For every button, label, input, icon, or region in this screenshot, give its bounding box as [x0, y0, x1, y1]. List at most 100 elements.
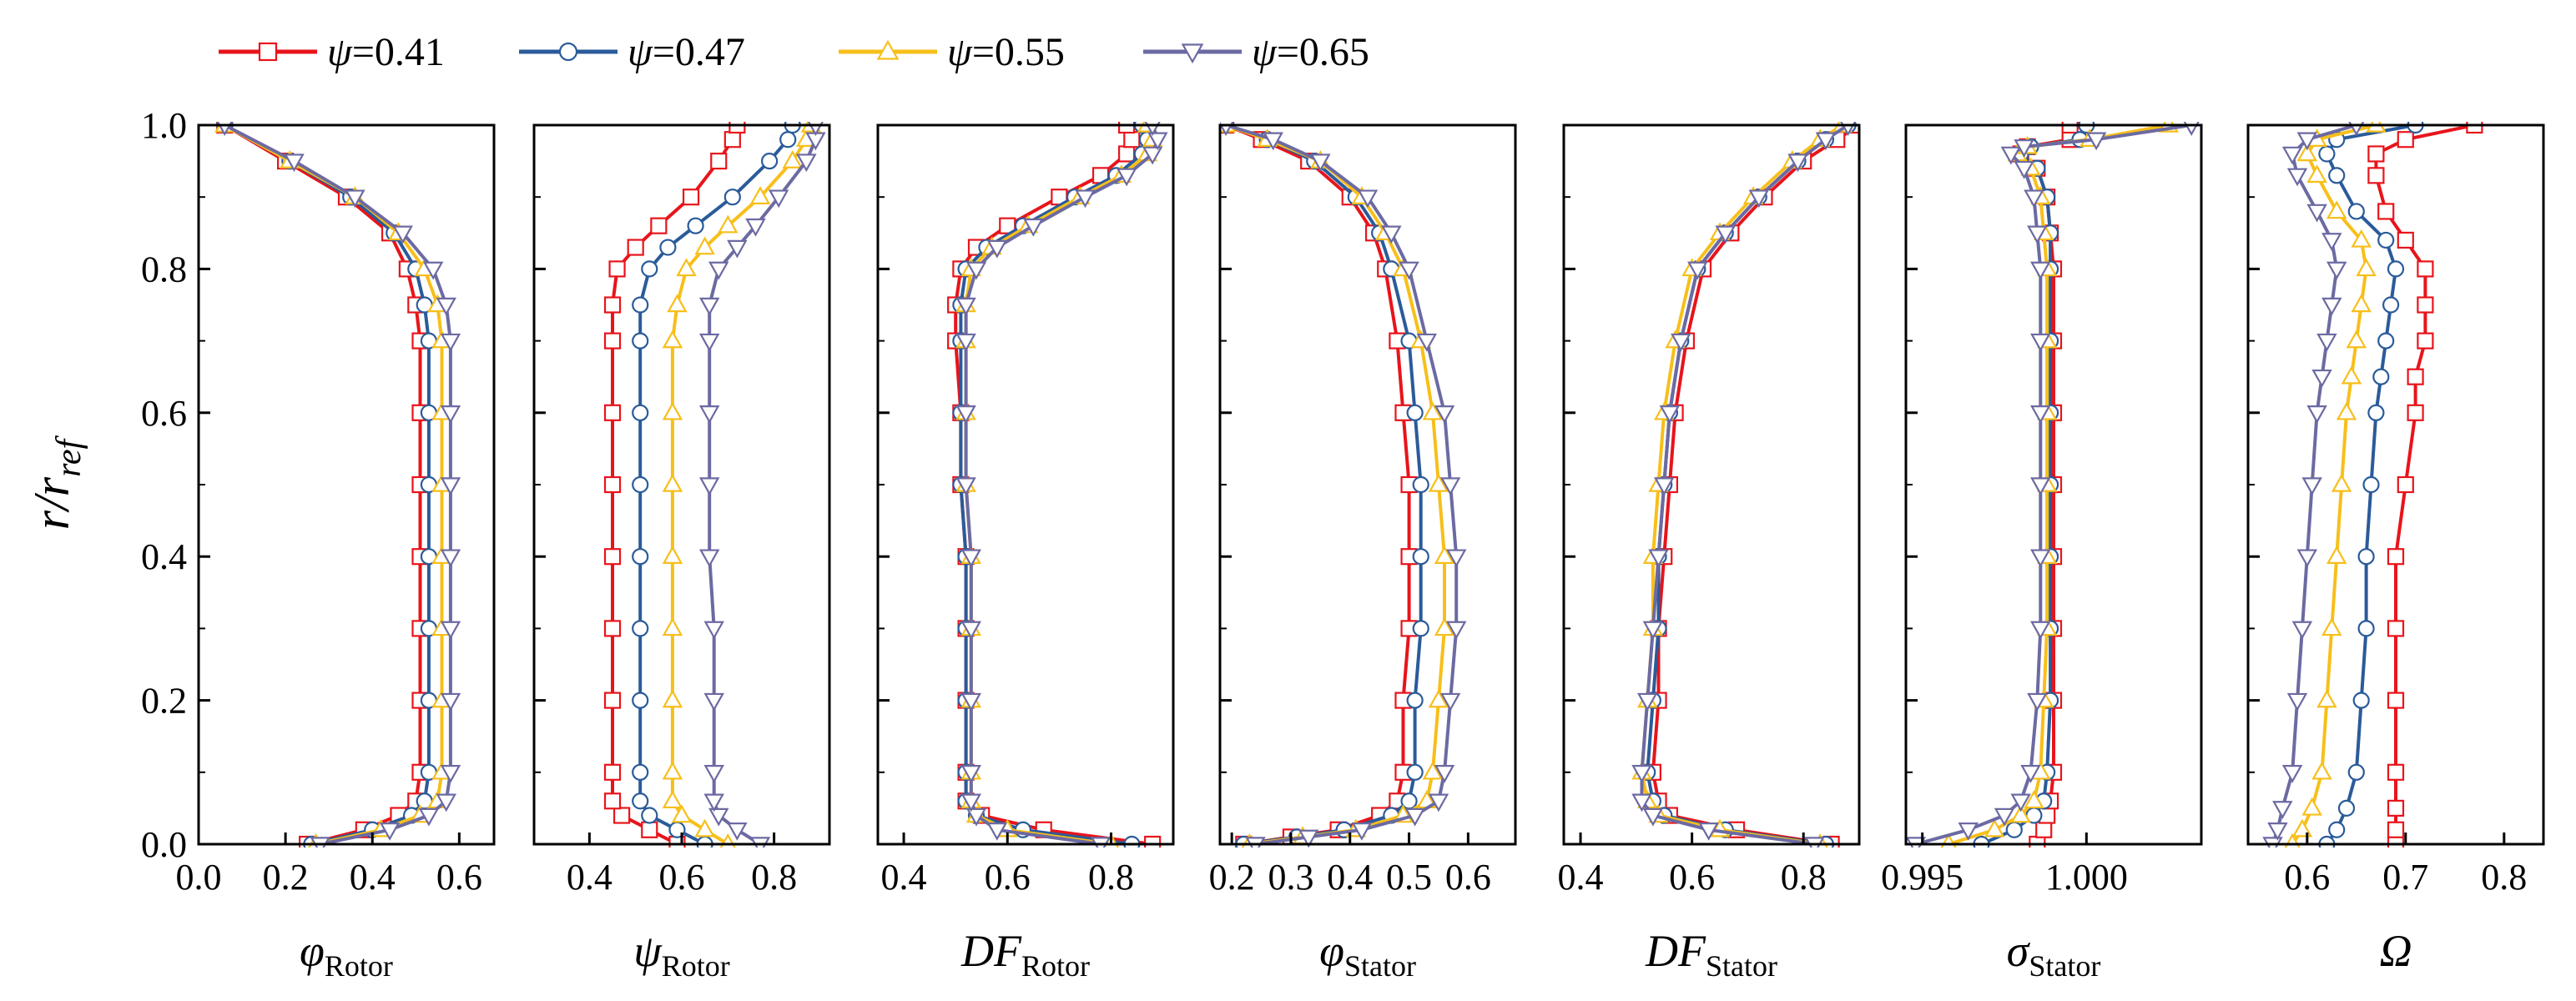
y-tick-label: 0.0 [141, 824, 187, 865]
data-point [2331, 473, 2352, 492]
data-point [698, 477, 720, 496]
data-point [727, 822, 748, 841]
data-point [2347, 763, 2365, 781]
data-point [662, 329, 683, 349]
y-tick-label: 0.4 [141, 536, 187, 577]
data-point [2030, 333, 2051, 352]
data-point [1298, 829, 1319, 848]
data-point [2351, 229, 2372, 248]
data-point [2387, 620, 2405, 637]
x-tick-label: 0.8 [1088, 857, 1134, 898]
data-point [2407, 404, 2424, 421]
data-point [1636, 692, 1658, 712]
data-point [603, 404, 622, 421]
data-point [955, 477, 976, 496]
y-axis-title: r/rref [24, 435, 88, 530]
data-point [1439, 477, 1461, 496]
data-point [632, 792, 649, 810]
data-point [1351, 822, 1373, 841]
data-point [2014, 160, 2034, 179]
data-point [2382, 296, 2400, 314]
data-point [698, 549, 720, 568]
data-point [2397, 131, 2414, 148]
panel-phi-stator: 0.2 0.3 0.4 0.5 0.6 φStator [1209, 122, 1517, 983]
data-point [1147, 132, 1168, 151]
data-point [986, 239, 1008, 259]
data-point [2281, 146, 2303, 165]
data-point [1406, 763, 1424, 781]
x-tick-label: 0.6 [1445, 857, 1491, 898]
x-tick-label: 0.4 [1558, 857, 1604, 898]
data-point [2321, 297, 2342, 316]
x-tick-label: 0.6 [2284, 857, 2330, 898]
x-tick-label: 0.7 [2382, 857, 2428, 898]
data-point [662, 401, 683, 420]
data-point [749, 837, 771, 848]
data-point [960, 549, 982, 568]
data-point [2301, 477, 2322, 496]
data-point [955, 297, 976, 316]
data-point [1715, 225, 1736, 244]
legend: ψ=0.41 ψ=0.47 ψ=0.55 ψ=0.65 [219, 30, 1369, 74]
data-point [603, 475, 622, 494]
data-point [2030, 621, 2051, 640]
x-tick-label: 0.6 [985, 857, 1031, 898]
data-point [1445, 621, 1467, 640]
x-tick-label: 0.2 [263, 857, 309, 898]
data-point [2030, 477, 2051, 496]
data-point [718, 214, 739, 234]
legend-label: ψ=0.47 [628, 30, 745, 74]
data-point [440, 621, 461, 640]
data-point [2321, 617, 2342, 636]
x-axis-title: φStator [1319, 926, 1416, 983]
data-point [603, 620, 622, 637]
data-point [2286, 168, 2308, 187]
x-tick-label: 0.4 [881, 857, 927, 898]
data-point [2337, 799, 2356, 817]
data-point [1399, 261, 1419, 280]
data-point [2397, 475, 2414, 494]
data-point [698, 297, 720, 316]
data-point [1687, 261, 1708, 280]
x-tick-label: 0.2 [1209, 857, 1255, 898]
data-point [2387, 260, 2405, 278]
data-point [694, 818, 715, 838]
data-point [1381, 225, 1402, 244]
data-point [745, 218, 766, 237]
panel-sigma-stator: 0.995 1.000 σStator [1881, 122, 2203, 983]
series-line [964, 124, 1155, 846]
data-point [1958, 822, 1979, 841]
data-point [612, 807, 631, 824]
data-point [2366, 122, 2387, 133]
data-point [2291, 621, 2313, 640]
data-point [2321, 233, 2342, 251]
data-point [1412, 620, 1429, 637]
data-point [1439, 692, 1461, 712]
data-point [2262, 837, 2283, 848]
data-point [960, 765, 982, 783]
data-point [2301, 797, 2322, 816]
data-point [1642, 621, 1664, 640]
data-point [662, 473, 683, 492]
data-point [1984, 818, 2005, 838]
data-point [662, 689, 683, 708]
data-point [641, 260, 658, 278]
data-point [2341, 365, 2362, 385]
series-line [954, 124, 1153, 846]
data-point [986, 822, 1008, 841]
data-point [1787, 153, 1808, 173]
panel-data [603, 122, 826, 848]
data-point [2377, 203, 2395, 220]
data-point [2030, 261, 2051, 280]
data-point [379, 822, 401, 841]
data-point [2387, 548, 2405, 566]
data-point [1434, 546, 1455, 564]
panel-data [947, 122, 1168, 848]
x-axis-title: ψRotor [633, 926, 730, 983]
data-point [603, 763, 622, 781]
data-point [2417, 260, 2434, 278]
data-point [1659, 405, 1681, 424]
data-point [708, 807, 729, 827]
panel-data [1906, 122, 2200, 848]
data-point [1815, 132, 1837, 151]
